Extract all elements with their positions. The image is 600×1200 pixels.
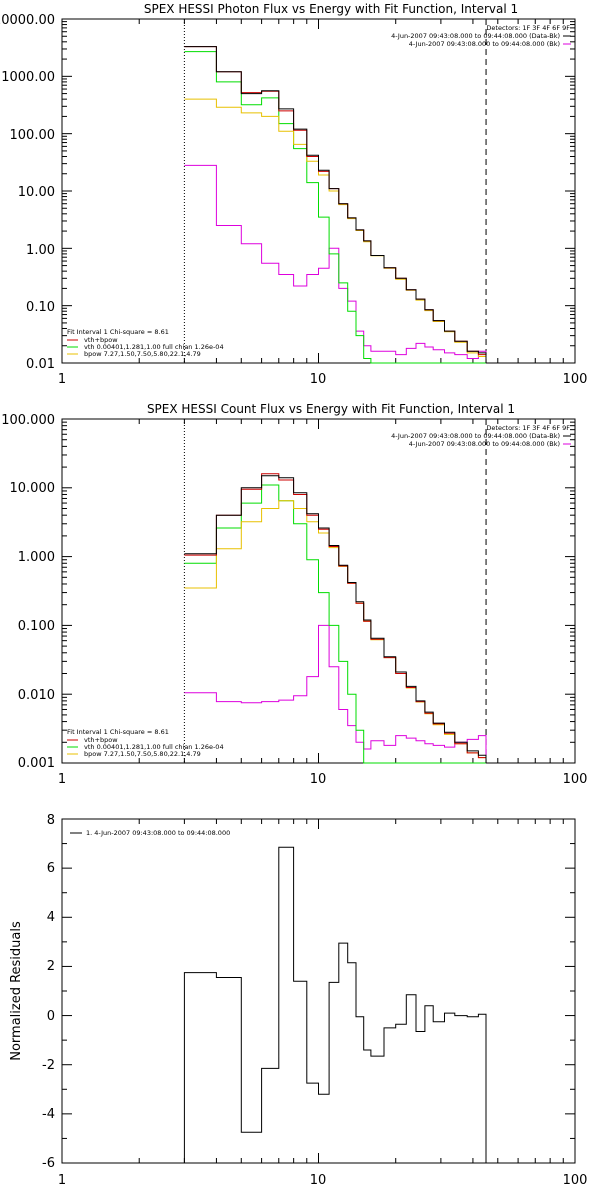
legend-vth-bpow: vth+bpow <box>84 736 118 744</box>
series-data-bk <box>184 46 487 363</box>
chart-title: SPEX HESSI Photon Flux vs Energy with Fi… <box>144 2 518 16</box>
y-tick-label: 8 <box>47 813 55 828</box>
x-tick-labels: 1 10 100 <box>58 772 588 787</box>
x-tick-labels: 1 10 100 <box>58 372 588 387</box>
series-data-bk <box>184 475 487 763</box>
y-tick-label: 10.00 <box>18 185 55 200</box>
y-tick-label: 6 <box>47 861 55 876</box>
y-tick-label: 0.01 <box>26 357 55 372</box>
legend-bottom-left: Fit Interval 1 Chi-square = 8.61 vth+bpo… <box>67 728 224 758</box>
series-vth-bpow <box>184 473 487 763</box>
axis-ticks <box>61 418 576 764</box>
y-tick-label: 1000.00 <box>1 70 55 85</box>
x-tick-label: 1 <box>58 1173 66 1188</box>
y-tick-label: 1.00 <box>26 243 55 258</box>
x-tick-label: 1 <box>58 772 66 787</box>
x-tick-label: 1 <box>58 372 66 387</box>
axis-ticks <box>61 818 576 1164</box>
series-bk <box>184 164 487 363</box>
legend-top-right: Detectors: 1F 3F 4F 6F 9F 4-Jun-2007 09:… <box>391 424 571 448</box>
y-tick-label: 100.000 <box>1 413 55 428</box>
legend-vth-bpow: vth+bpow <box>84 336 118 344</box>
legend-fit-interval: Fit Interval 1 Chi-square = 8.61 <box>67 328 169 336</box>
y-axis-label: Normalized Residuals <box>9 921 24 1061</box>
plot-frame <box>61 818 576 1164</box>
chart-title: SPEX HESSI Count Flux vs Energy with Fit… <box>147 402 515 416</box>
x-tick-label: 100 <box>563 372 588 387</box>
series-bk <box>184 624 487 763</box>
legend-bk: 4-Jun-2007 09:43:08.000 to 09:44:08.000 … <box>409 440 560 448</box>
series-residuals <box>183 846 487 1163</box>
x-tick-label: 10 <box>310 772 327 787</box>
y-tick-labels: 0.001 0.010 0.100 1.000 10.000 100.000 <box>1 413 55 771</box>
y-tick-label: 100.00 <box>10 128 56 143</box>
legend-data-bk: 4-Jun-2007 09:43:08.000 to 09:44:08.000 … <box>391 432 560 440</box>
legend-data-bk: 4-Jun-2007 09:43:08.000 to 09:44:08.000 … <box>391 32 560 40</box>
legend-bottom-left: Fit Interval 1 Chi-square = 8.61 vth+bpo… <box>67 328 224 358</box>
count-flux-panel: SPEX HESSI Count Flux vs Energy with Fit… <box>1 402 587 787</box>
y-tick-labels: -6 -4 -2 0 2 4 6 8 <box>42 813 55 1171</box>
x-tick-label: 100 <box>563 1173 588 1188</box>
axis-ticks <box>61 18 576 364</box>
y-tick-label: -6 <box>42 1156 55 1171</box>
residuals-panel: Normalized Residuals -6 -4 -2 0 2 4 6 8 … <box>9 813 587 1188</box>
legend-bpow: bpow 7.27,1.50,7.50,5.80,22.1,4.79 <box>84 750 201 758</box>
legend-entry: 1. 4-Jun-2007 09:43:08.000 to 09:44:08.0… <box>86 829 230 837</box>
series-bpow <box>184 98 487 363</box>
legend-vth: vth 0.00401,1.281,1.00 full chian 1.26e-… <box>84 743 224 751</box>
photon-flux-panel: SPEX HESSI Photon Flux vs Energy with Fi… <box>0 2 587 387</box>
legend-vth: vth 0.00401,1.281,1.00 full chian 1.26e-… <box>84 343 224 351</box>
legend-bpow: bpow 7.27,1.50,7.50,5.80,22.1,4.79 <box>84 350 201 358</box>
x-tick-label: 10 <box>310 1173 327 1188</box>
x-tick-label: 10 <box>310 372 327 387</box>
y-tick-label: 0.010 <box>18 688 55 703</box>
y-tick-label: 0 <box>47 1009 55 1024</box>
series-vth <box>184 484 486 764</box>
legend: 1. 4-Jun-2007 09:43:08.000 to 09:44:08.0… <box>70 829 230 837</box>
legend-detectors: Detectors: 1F 3F 4F 6F 9F <box>486 424 570 432</box>
y-tick-label: 10.000 <box>10 481 56 496</box>
y-tick-label: -4 <box>42 1107 55 1122</box>
legend-fit-interval: Fit Interval 1 Chi-square = 8.61 <box>67 728 169 736</box>
series-vth <box>184 51 486 364</box>
legend-top-right: Detectors: 1F 3F 4F 6F 9F 4-Jun-2007 09:… <box>391 24 571 48</box>
y-tick-label: 2 <box>47 959 55 974</box>
y-tick-label: 0.10 <box>26 300 55 315</box>
legend-detectors: Detectors: 1F 3F 4F 6F 9F <box>486 24 570 32</box>
reference-lines <box>183 19 487 363</box>
y-tick-labels: 0.01 0.10 1.00 10.00 100.00 1000.00 1000… <box>0 13 55 372</box>
legend-bk: 4-Jun-2007 09:43:08.000 to 09:44:08.000 … <box>409 40 560 48</box>
x-tick-label: 100 <box>563 772 588 787</box>
reference-lines <box>183 419 487 763</box>
y-tick-label: 4 <box>47 910 55 925</box>
series-group <box>184 473 487 764</box>
y-tick-label: -2 <box>42 1058 55 1073</box>
series-group <box>184 46 487 364</box>
series-group <box>183 846 487 1163</box>
y-tick-label: 0.001 <box>18 756 55 771</box>
y-tick-label: 0.100 <box>18 619 55 634</box>
series-vth-bpow <box>184 46 487 363</box>
y-tick-label: 10000.00 <box>0 13 55 28</box>
y-tick-label: 1.000 <box>18 550 55 565</box>
x-tick-labels: 1 10 100 <box>58 1173 588 1188</box>
